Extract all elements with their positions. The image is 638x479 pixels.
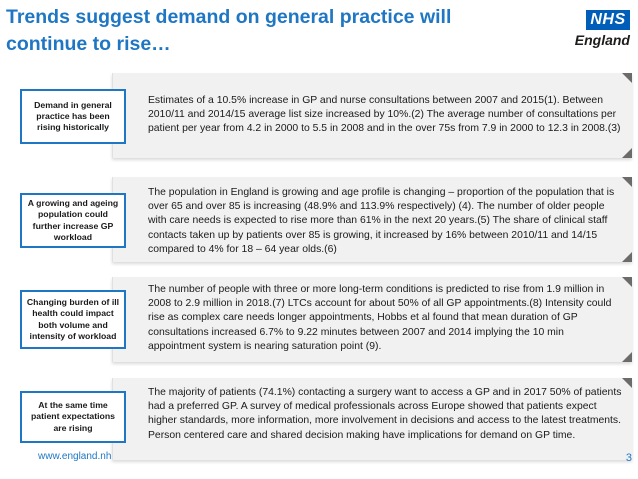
corner-chevron-icon: [622, 352, 632, 362]
info-block-text-2: The population in England is growing and…: [148, 187, 615, 255]
row-label-1: Demand in general practice has been risi…: [20, 89, 126, 144]
nhs-england-logo: NHS England: [574, 10, 630, 60]
corner-chevron-icon: [622, 73, 632, 83]
slide-title: Trends suggest demand on general practic…: [6, 6, 452, 55]
nhs-logo-text: England: [574, 32, 630, 48]
info-block-text-4: The majority of patients (74.1%) contact…: [148, 387, 622, 441]
corner-chevron-icon: [622, 277, 632, 287]
corner-chevron-icon: [622, 148, 632, 158]
info-block-text-1: Estimates of a 10.5% increase in GP and …: [148, 95, 621, 135]
corner-chevron-icon: [622, 177, 632, 187]
info-block-4: The majority of patients (74.1%) contact…: [112, 378, 632, 460]
info-block-text-3: The number of people with three or more …: [148, 284, 612, 352]
footer-url: www.england.nh: [38, 451, 112, 462]
info-block-2: The population in England is growing and…: [112, 177, 632, 262]
page-number: 3: [625, 452, 632, 464]
row-label-4: At the same time patient expectations ar…: [20, 391, 126, 443]
row-label-2: A growing and ageing population could fu…: [20, 193, 126, 248]
corner-chevron-icon: [622, 252, 632, 262]
info-block-3: The number of people with three or more …: [112, 277, 632, 362]
nhs-logo-badge: NHS: [586, 10, 630, 30]
info-block-1: Estimates of a 10.5% increase in GP and …: [112, 73, 632, 158]
row-label-3: Changing burden of ill health could impa…: [20, 290, 126, 349]
corner-chevron-icon: [622, 378, 632, 388]
